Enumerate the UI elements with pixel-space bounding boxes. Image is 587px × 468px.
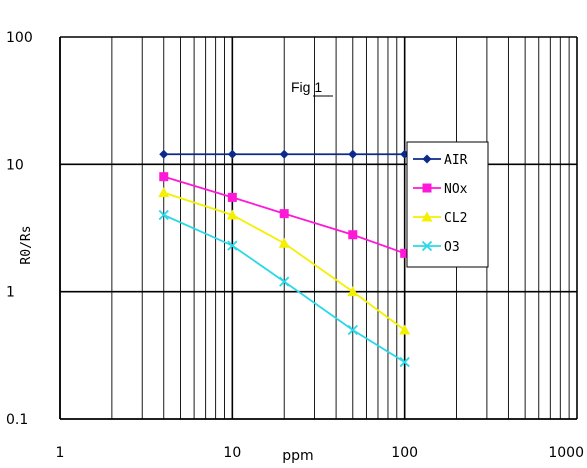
- y-tick-label: 0.1: [6, 412, 28, 428]
- x-axis-label: ppm: [282, 448, 313, 464]
- series-o3-point: [399, 356, 410, 368]
- series-o3-point: [158, 209, 169, 221]
- legend-cl2-label: CL2: [444, 211, 467, 226]
- series-nox-point: [227, 192, 237, 202]
- chart-title: Fig 1: [291, 79, 322, 95]
- series-o3: [158, 209, 410, 368]
- series-o3-point: [347, 324, 358, 336]
- legend-cl2-marker: [421, 211, 433, 222]
- series-cl2-point: [158, 187, 170, 198]
- series-o3-point: [227, 240, 238, 251]
- series-cl2-point: [399, 324, 411, 335]
- legend-air-label: AIR: [444, 153, 468, 168]
- series-air-point: [348, 149, 358, 159]
- x-tick-label: 1000: [548, 445, 584, 461]
- series-air: [159, 149, 410, 159]
- y-tick-label: 1: [6, 285, 15, 301]
- x-tick-label: 1: [56, 445, 65, 461]
- series-cl2-point: [347, 286, 359, 297]
- y-axis-label: R0/Rs: [19, 225, 34, 264]
- series-nox-point: [279, 209, 289, 219]
- series-layer: [158, 149, 411, 368]
- series-air-point: [159, 149, 169, 159]
- series-air-point: [227, 149, 237, 159]
- series-cl2: [158, 187, 411, 335]
- series-nox: [159, 172, 410, 258]
- series-cl2-point: [278, 237, 290, 248]
- tick-labels: 1 10 100 1000 0.1 1 10 100: [6, 30, 584, 461]
- series-nox-point: [400, 248, 410, 258]
- legend-air-marker: [422, 154, 432, 164]
- series-o3-point: [279, 276, 290, 287]
- x-tick-label: 10: [223, 445, 241, 461]
- series-cl2-point: [226, 209, 238, 220]
- y-tick-label: 100: [6, 30, 33, 46]
- series-nox-point: [348, 230, 358, 240]
- legend-o3-marker: [421, 240, 433, 252]
- y-tick-label: 10: [6, 157, 24, 173]
- legend-nox-marker: [422, 183, 432, 193]
- legend-o3-label: O3: [444, 240, 460, 255]
- legend: AIR NOx CL2 O3: [406, 141, 489, 268]
- x-tick-label: 100: [391, 445, 418, 461]
- legend-nox-label: NOx: [444, 182, 468, 197]
- series-nox-point: [159, 172, 169, 182]
- series-air-point: [279, 149, 289, 159]
- grid: [59, 36, 578, 420]
